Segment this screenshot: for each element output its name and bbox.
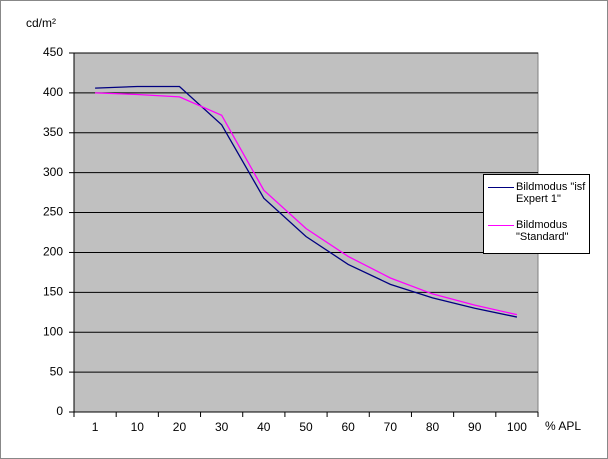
x-tick-label: 40 [257,420,271,434]
x-tick-label: 1 [92,420,99,434]
series-line [95,92,518,316]
x-tick-label: 70 [384,420,398,434]
y-tick-label: 0 [56,404,63,418]
x-tick-label: 80 [426,420,440,434]
y-tick-label: 50 [50,364,64,378]
y-tick-label: 450 [43,45,63,59]
plot-area [73,52,539,413]
x-tick-label: 30 [215,420,229,434]
legend-swatch [488,225,514,226]
y-tick-label: 250 [43,205,63,219]
x-tick-label: 10 [131,420,145,434]
y-axis-label: cd/m² [26,16,56,30]
y-tick-label: 350 [43,125,63,139]
x-tick-label: 50 [299,420,313,434]
legend-label: Bildmodus "isf Expert 1" [516,181,586,205]
x-tick-label: 20 [173,420,187,434]
y-tick-label: 300 [43,165,63,179]
x-axis-label: % APL [545,419,581,433]
x-tick-label: 100 [507,420,527,434]
legend-swatch [488,187,514,188]
legend-label: Bildmodus "Standard" [516,219,569,243]
series-line [95,85,518,318]
x-tick-label: 60 [342,420,356,434]
legend: Bildmodus "isf Expert 1" Bildmodus "Stand… [483,174,590,254]
y-tick-label: 200 [43,245,63,259]
y-tick-label: 400 [43,85,63,99]
x-tick-label: 90 [468,420,482,434]
y-tick-label: 100 [43,324,63,338]
y-tick-label: 150 [43,285,63,299]
